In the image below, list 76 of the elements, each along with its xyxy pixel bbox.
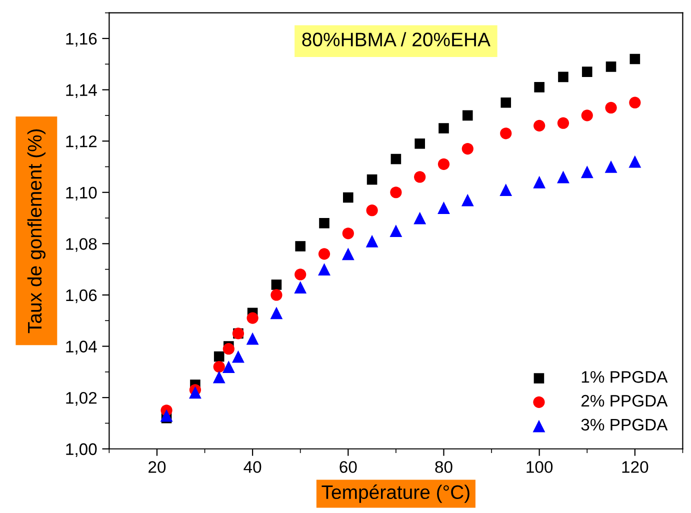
point	[294, 268, 306, 280]
x-tick-label: 100	[526, 461, 553, 473]
point	[271, 280, 282, 290]
y-tick-label: 1,00	[66, 443, 97, 458]
point	[533, 176, 546, 188]
point	[605, 102, 617, 114]
point	[558, 72, 568, 82]
point	[534, 120, 546, 132]
point	[342, 228, 354, 240]
point	[294, 281, 307, 294]
point	[604, 160, 618, 173]
point	[246, 312, 258, 324]
legend-label: 3% PPGDA	[581, 418, 668, 431]
point	[319, 218, 330, 228]
point	[214, 351, 224, 362]
point	[222, 360, 235, 374]
point	[438, 123, 449, 134]
point	[343, 192, 354, 203]
y-tick-label: 1,08	[66, 238, 97, 252]
point	[461, 194, 474, 206]
x-axis-title: Température (°C)	[322, 484, 470, 503]
point	[246, 332, 259, 345]
point	[438, 158, 450, 170]
point	[318, 263, 330, 276]
point	[500, 184, 512, 196]
point	[390, 224, 402, 238]
point	[188, 386, 202, 399]
y-tick-label: 1,04	[66, 340, 97, 354]
x-tick-label: 20	[148, 461, 166, 473]
point	[270, 289, 282, 301]
point	[414, 138, 425, 149]
point	[629, 96, 641, 108]
point	[232, 350, 244, 363]
point	[366, 174, 378, 185]
point	[438, 202, 450, 214]
point	[366, 204, 378, 216]
point	[212, 370, 226, 384]
legend-label: 1% PPGDA	[582, 371, 668, 383]
legend-label: 2% PPGDA	[581, 394, 668, 407]
point	[500, 97, 512, 108]
point	[390, 186, 402, 198]
y-tick-label: 1,06	[66, 289, 97, 304]
y-tick-label: 1,16	[66, 32, 97, 47]
point	[630, 54, 640, 64]
point	[557, 117, 570, 129]
x-tick-label: 80	[435, 461, 452, 473]
point	[580, 166, 594, 178]
point	[534, 82, 544, 92]
text: 80%HBMA / 20%EHA	[302, 32, 490, 46]
point	[557, 170, 570, 184]
point	[318, 248, 330, 260]
point	[213, 360, 225, 373]
point	[222, 343, 234, 355]
x-tick-label: 120	[622, 461, 648, 473]
point	[160, 409, 173, 422]
point	[342, 248, 354, 260]
y-tick-label: 1,02	[66, 392, 97, 406]
point	[581, 110, 593, 122]
point	[414, 212, 426, 224]
y-axis-title: Taux de gonflement (%)	[27, 129, 46, 334]
point	[606, 62, 616, 72]
x-tick-label: 60	[340, 461, 357, 473]
point	[462, 142, 474, 155]
y-tick-label: 1,12	[66, 135, 97, 150]
point	[500, 128, 512, 140]
y-tick-label: 1,14	[66, 84, 97, 98]
point	[295, 241, 306, 252]
point	[582, 66, 592, 77]
y-tick-label: 1,10	[66, 186, 97, 201]
point	[270, 306, 283, 320]
point	[414, 171, 426, 183]
point	[390, 154, 402, 164]
point	[628, 155, 642, 168]
point	[366, 234, 378, 248]
point	[462, 110, 473, 121]
x-tick-label: 40	[244, 461, 262, 473]
